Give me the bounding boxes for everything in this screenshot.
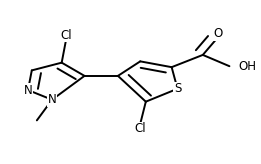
Text: Cl: Cl: [60, 29, 72, 42]
Text: Cl: Cl: [134, 122, 146, 135]
Text: N: N: [48, 93, 56, 106]
Text: S: S: [174, 82, 181, 95]
Text: N: N: [23, 84, 32, 97]
Text: OH: OH: [238, 60, 256, 73]
Text: O: O: [213, 27, 223, 41]
